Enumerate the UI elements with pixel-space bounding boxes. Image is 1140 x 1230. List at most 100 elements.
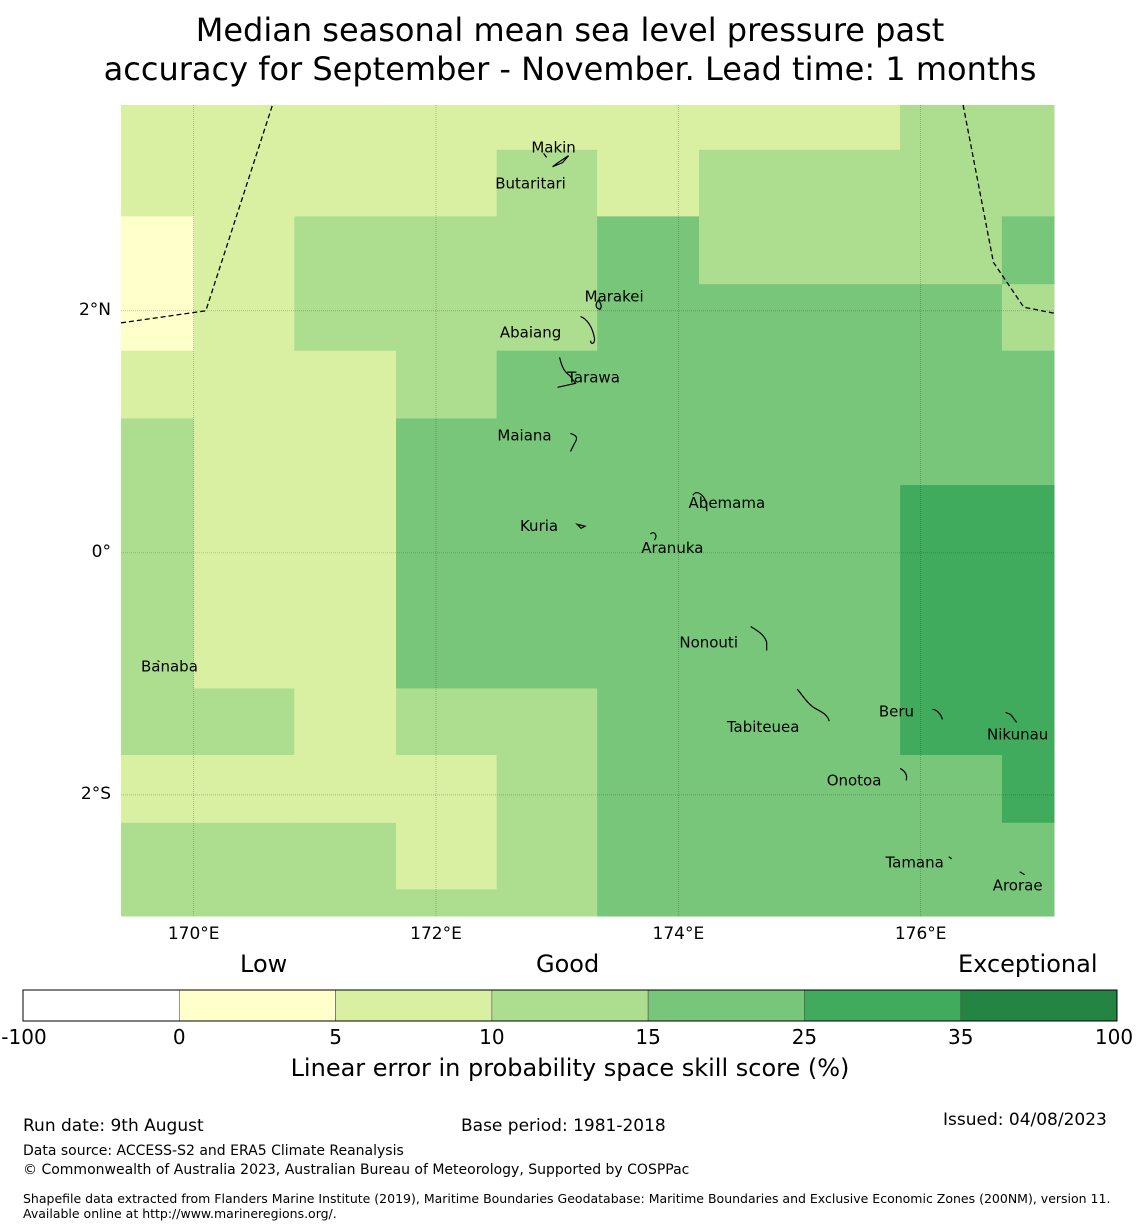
island-outline [692,492,708,512]
skill-cell [799,284,901,352]
skill-grid [121,105,1055,917]
colorbar-tick-label: 35 [947,1025,974,1049]
skill-cell [294,755,397,824]
place-label: Tabiteuea [726,718,800,736]
skill-cell [597,149,700,217]
copyright: © Commonwealth of Australia 2023, Austra… [23,1162,690,1178]
skill-cell [396,350,498,420]
graticule [121,105,1054,916]
skill-cell [396,620,498,689]
skill-cell [900,418,1003,486]
colorbar-segment [491,989,649,1022]
skill-cell [121,418,195,486]
skill-cell [698,688,801,756]
latitude-label: 2°S [80,783,111,804]
colorbar-tick-label: 25 [791,1025,818,1049]
island-outline [649,532,657,541]
skill-cell [496,284,598,352]
skill-cell [900,620,1003,689]
skill-score-map: Makin Butaritari Marakei Abaiang Tarawa Maian… [120,104,1055,917]
skill-cell [900,485,1003,554]
skill-cell [799,552,901,622]
skill-cell [799,755,901,824]
skill-cell [193,552,295,622]
skill-cell [1001,620,1055,689]
colorbar-tick-label: 100 [1094,1025,1134,1049]
skill-cell [900,350,1003,420]
skill-cell [193,688,295,756]
island-outline [1005,711,1018,723]
skill-cell [193,755,295,824]
skill-cell [396,822,498,890]
skill-cell [597,552,700,622]
skill-cell [1001,755,1055,824]
skill-cell [121,688,195,756]
skill-cell [1001,822,1055,890]
place-label: Arorae [993,877,1043,895]
map-title-line-2: accuracy for September - November. Lead … [103,50,1037,88]
skill-cell [396,485,498,554]
skill-cell [799,889,901,917]
longitude-label: 172°E [410,924,462,944]
skill-cell [900,755,1003,824]
skill-cell [900,284,1003,352]
skill-cell [597,485,700,554]
skill-cell [193,105,295,151]
colorbar-label: Linear error in probability space skill … [290,1054,850,1082]
colorbar-tick-label: 5 [329,1025,342,1049]
skill-cell [496,552,598,622]
skill-cell [396,105,498,151]
skill-cell [1001,889,1055,917]
skill-cell [496,418,598,486]
skill-cell [799,105,901,151]
skill-cell [698,149,801,217]
colorbar-word-low: Low [240,950,288,978]
place-label: Aranuka [641,539,703,557]
skill-cell [698,755,801,824]
skill-cell [597,418,700,486]
skill-cell [597,284,700,352]
skill-cell [799,688,901,756]
skill-cell [396,889,498,917]
skill-cell [121,350,195,420]
skill-cell [1001,284,1055,352]
skill-cell [698,889,801,917]
place-label: Abemama [689,494,766,512]
skill-cell [294,216,397,285]
colorbar-segment [335,989,493,1022]
skill-cell [121,620,195,689]
island-outline [948,856,952,860]
skill-cell [698,485,801,554]
skill-cell [294,889,397,917]
skill-cell [121,216,195,285]
skill-cell [799,822,901,890]
island-outline [595,299,602,310]
skill-cell [294,552,397,622]
longitude-label: 170°E [167,924,220,944]
island-outline [569,432,578,452]
skill-cell [698,284,801,352]
skill-cell [294,350,397,420]
place-label: Beru [879,702,914,720]
skill-cell [900,105,1003,151]
eez-boundary-line [962,104,1055,314]
skill-cell [698,822,801,890]
skill-cell [597,822,700,890]
skill-cell [698,350,801,420]
skill-cell [294,688,397,756]
skill-cell [193,620,295,689]
island-outline [575,523,587,529]
eez-boundary-line [120,104,274,324]
colorbar-tick-label: 15 [635,1025,661,1049]
colorbar-segment [960,989,1118,1022]
skill-cell [193,284,295,352]
island-outline [932,708,944,720]
colorbar-tick-label: -100 [1,1025,47,1049]
latitude-label: 0° [91,541,111,562]
skill-cell [1001,105,1055,151]
shapefile-credit: Shapefile data extracted from Flanders M… [23,1191,1111,1221]
island-outline [543,153,548,158]
skill-cell [396,216,498,285]
run-date: Run date: 9th August [23,1116,204,1136]
skill-cell [799,418,901,486]
